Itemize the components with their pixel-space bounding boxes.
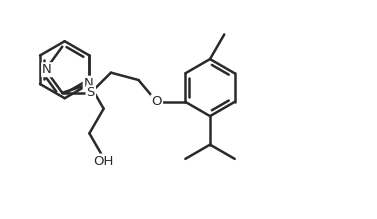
Text: O: O — [152, 95, 162, 108]
Text: N: N — [42, 63, 52, 76]
Text: N: N — [84, 77, 93, 90]
Text: S: S — [87, 86, 95, 99]
Text: OH: OH — [93, 155, 114, 168]
